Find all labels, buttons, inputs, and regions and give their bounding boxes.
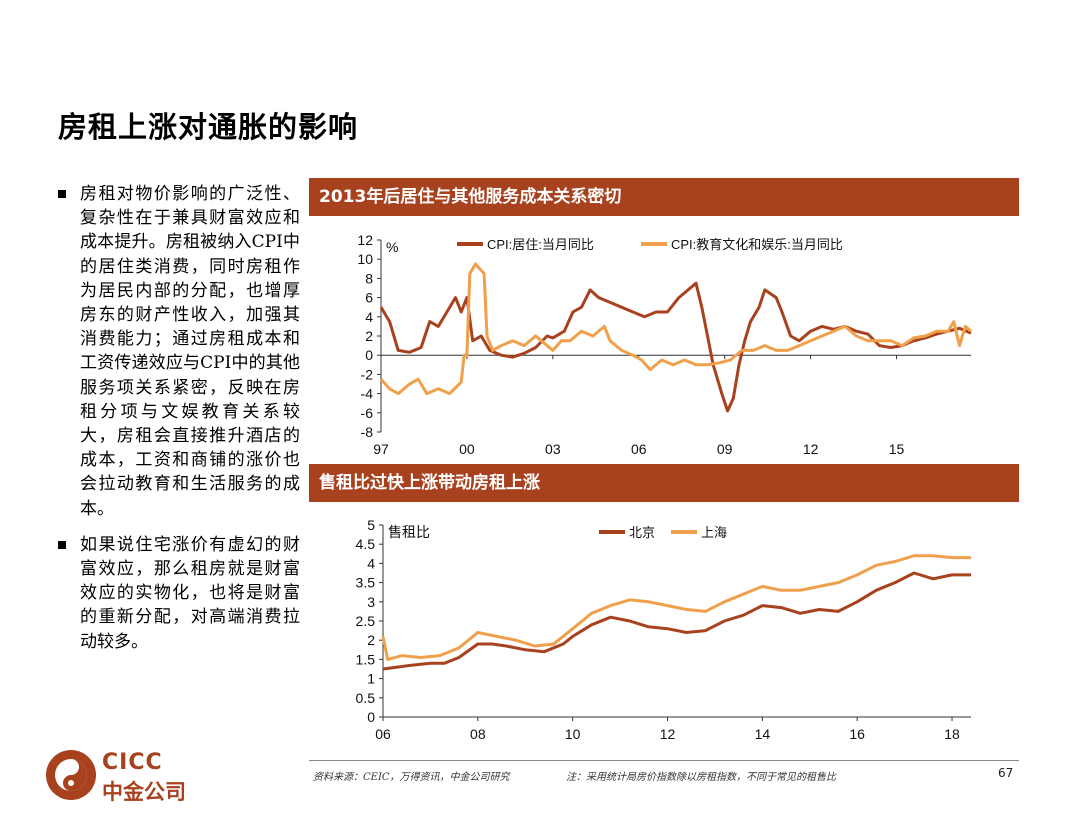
x-tick-label: 08 [470, 726, 486, 742]
chart2-title-bar: 售租比过快上涨带动房租上涨 [309, 464, 1019, 502]
series-line-1 [382, 571, 971, 671]
bullet-text-1: 房租对物价影响的广泛性、复杂性在于兼具财富效应和成本提升。房租被纳入CPI中的居… [80, 184, 300, 519]
bullet-square-icon [58, 540, 66, 549]
page-title: 房租上涨对通胀的影响 [58, 110, 359, 144]
y-tick-label: 5 [367, 517, 375, 533]
x-tick-label: 18 [944, 726, 960, 742]
y-tick-label: 3 [367, 594, 375, 610]
y-tick-label: -4 [361, 386, 374, 402]
y-tick-label: 0 [365, 347, 373, 363]
x-tick-label: 06 [375, 726, 391, 742]
y-tick-label: 4 [367, 555, 375, 571]
x-tick-label: 12 [660, 726, 676, 742]
x-tick-label: 06 [631, 441, 647, 457]
y-tick-label: 2 [365, 328, 373, 344]
logo-text-zh: 中金公司 [102, 780, 186, 804]
y-tick-label: 10 [357, 251, 373, 267]
series-line-1 [379, 281, 972, 413]
bullet-list: 房租对物价影响的广泛性、复杂性在于兼具财富效应和成本提升。房租被纳入CPI中的居… [58, 182, 300, 666]
page-number: 67 [998, 766, 1014, 780]
y-tick-label: -8 [361, 424, 374, 440]
bullet-text-2: 如果说住宅涨价有虚幻的财富效应，那么租房就是财富效应的实物化，也将是财富的重新分… [80, 534, 300, 652]
footer-divider [309, 760, 1019, 761]
x-tick-label: 09 [717, 441, 733, 457]
y-tick-label: 12 [357, 232, 373, 248]
legend-label-2: CPI:教育文化和娱乐:当月同比 [671, 237, 843, 252]
chart1-title-bar: 2013年后居住与其他服务成本关系密切 [309, 178, 1019, 216]
y-tick-label: 3.5 [356, 575, 376, 591]
x-tick-label: 03 [545, 441, 561, 457]
chart1-rent-vs-education-cpi: 12 10 8 6 4 2 0 -2 -4 -6 -897 00 03 06 09 12 15% CPI:居住:当… [357, 232, 972, 457]
bullet-item-2: 如果说住宅涨价有虚幻的财富效应，那么租房就是财富效应的实物化，也将是财富的重新分… [58, 533, 300, 654]
x-tick-label: 00 [459, 441, 475, 457]
source-note: 资料来源：CEIC，万得资讯，中金公司研究 [313, 772, 510, 783]
cicc-emblem-icon [46, 750, 96, 800]
y-tick-label: 2.5 [356, 613, 376, 629]
cicc-logo: CICC 中金公司 [44, 748, 204, 804]
y-unit-label: 售租比 [388, 524, 430, 540]
legend-label-1: 北京 [629, 525, 655, 540]
x-tick-label: 97 [373, 441, 389, 457]
bullet-item-1: 房租对物价影响的广泛性、复杂性在于兼具财富效应和成本提升。房租被纳入CPI中的居… [58, 182, 300, 521]
y-tick-label: 4 [365, 309, 373, 325]
legend-label-1: CPI:居住:当月同比 [487, 237, 594, 252]
x-tick-label: 14 [755, 726, 771, 742]
y-tick-label: 8 [365, 270, 373, 286]
y-tick-label: 6 [365, 290, 373, 306]
legend-label-2: 上海 [701, 525, 727, 540]
y-tick-label: 2 [367, 632, 375, 648]
y-tick-label: 4.5 [356, 536, 376, 552]
y-tick-label: 0 [367, 709, 375, 725]
y-tick-label: -2 [361, 366, 374, 382]
logo-text-en: CICC [102, 750, 163, 775]
x-tick-label: 15 [889, 441, 905, 457]
y-unit-label: % [386, 239, 398, 255]
series-line-2 [381, 554, 971, 661]
footnote: 注：采用统计局房价指数除以房租指数，不同于常见的租售比 [566, 772, 836, 783]
y-tick-label: 1.5 [356, 651, 376, 667]
y-tick-label: -6 [361, 405, 374, 421]
series-line-2 [379, 262, 972, 396]
chart2-price-rent-ratio: 5 4.5 4 3.5 3 2.5 2 1.5 1 0.5 006 08 10 12 14 16 18 售租比 北京… [356, 517, 971, 742]
y-tick-label: 0.5 [356, 690, 376, 706]
y-tick-label: 1 [367, 671, 375, 687]
x-tick-label: 10 [565, 726, 581, 742]
bullet-square-icon [58, 190, 66, 198]
x-tick-label: 16 [849, 726, 865, 742]
x-tick-label: 12 [803, 441, 819, 457]
